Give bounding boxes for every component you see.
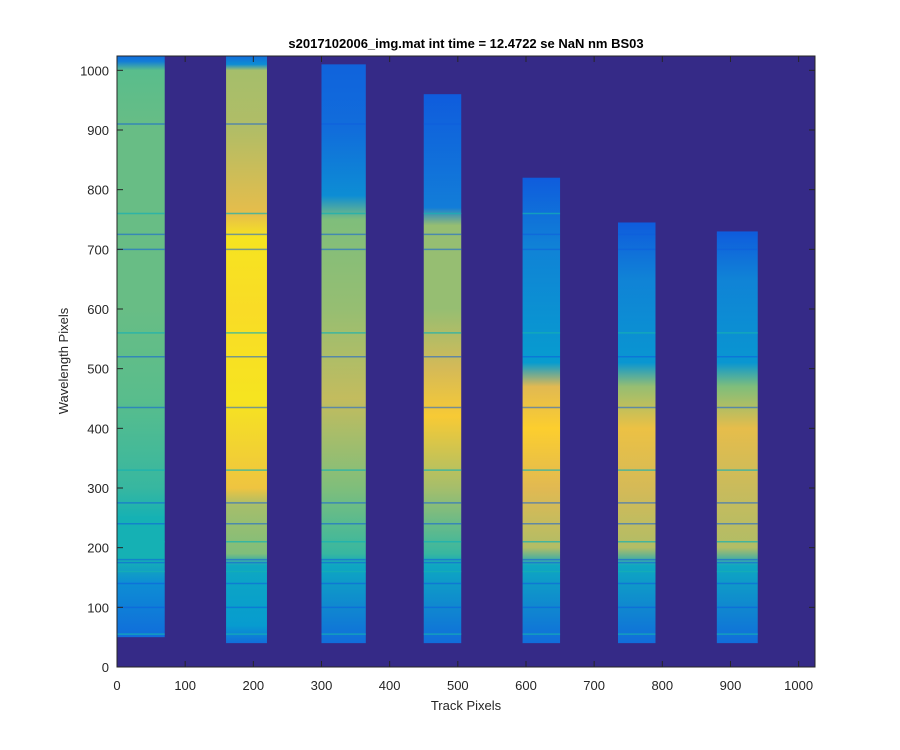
x-tick-label: 700 (583, 678, 605, 693)
x-tick-label: 1000 (784, 678, 813, 693)
x-tick-label: 400 (379, 678, 401, 693)
y-tick-label: 500 (87, 362, 109, 377)
x-axis-label: Track Pixels (431, 698, 502, 713)
spectral-band-5 (522, 177, 561, 644)
x-tick-label: 800 (651, 678, 673, 693)
y-tick-label: 800 (87, 183, 109, 198)
spectral-band-1 (117, 56, 165, 638)
y-tick-label: 600 (87, 302, 109, 317)
y-tick-label: 100 (87, 600, 109, 615)
y-tick-label: 1000 (80, 63, 109, 78)
bands-layer (117, 56, 758, 644)
x-tick-label: 600 (515, 678, 537, 693)
y-tick-label: 700 (87, 242, 109, 257)
y-tick-label: 400 (87, 421, 109, 436)
y-tick-label: 300 (87, 481, 109, 496)
x-tick-label: 500 (447, 678, 469, 693)
y-axis: 0 100 200 300 400 500 600 700 800 900 1000 (80, 63, 815, 675)
x-tick-label: 300 (311, 678, 333, 693)
x-axis: 0 100 200 300 400 500 600 700 800 900 1000 (113, 56, 813, 693)
spectral-band-7 (716, 231, 758, 644)
spectral-band-4 (423, 94, 462, 644)
spectral-band-3 (321, 64, 366, 644)
y-axis-label: Wavelength Pixels (56, 307, 71, 414)
y-tick-label: 200 (87, 541, 109, 556)
x-tick-label: 900 (720, 678, 742, 693)
chart-title: s2017102006_img.mat int time = 12.4722 s… (288, 36, 643, 51)
x-tick-label: 200 (242, 678, 264, 693)
spectral-band-2 (226, 56, 267, 644)
plot-background (117, 56, 815, 667)
y-tick-label: 0 (102, 660, 109, 675)
plot-frame (116, 55, 816, 668)
x-tick-label: 0 (113, 678, 120, 693)
x-tick-label: 100 (174, 678, 196, 693)
spectral-band-6 (618, 222, 656, 644)
y-tick-label: 900 (87, 123, 109, 138)
